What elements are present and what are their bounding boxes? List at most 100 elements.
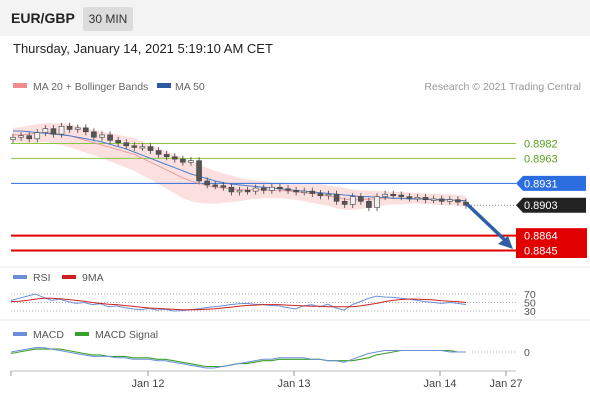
x-tick-label: Jan 27 (489, 378, 522, 390)
candle-body (34, 132, 41, 140)
candle-body (285, 188, 291, 191)
candle (301, 187, 308, 196)
candle (252, 184, 259, 195)
candle-body (398, 194, 405, 197)
level-value-0.8982: 0.8982 (524, 139, 558, 151)
candle (155, 147, 162, 158)
candle-body (414, 197, 421, 200)
rsi-ma-line (10, 297, 467, 311)
candle-body (277, 186, 283, 190)
rsi-legend-label: RSI (33, 272, 51, 284)
macd-line (10, 347, 466, 369)
candle (212, 181, 219, 190)
candle-body (131, 145, 138, 148)
candle-body (244, 190, 251, 193)
forecast-arrow-head (498, 236, 513, 249)
candle (123, 139, 130, 150)
candle (438, 195, 445, 205)
candle-body (26, 135, 32, 140)
x-tick-label: Jan 12 (131, 378, 164, 390)
candle (34, 129, 41, 143)
level-value-0.8903: 0.8903 (524, 200, 558, 212)
candle-body (82, 127, 89, 133)
rsi-line (10, 293, 467, 312)
forecast-arrow-shaft (466, 203, 510, 245)
candle (131, 142, 138, 151)
level-lines (11, 143, 516, 252)
candle (414, 193, 421, 202)
candle-body (317, 193, 324, 197)
candle (422, 193, 429, 204)
candle (447, 196, 453, 205)
candle (260, 184, 267, 194)
rsi-legend: RSI 9MA (13, 272, 104, 284)
candle (293, 186, 299, 196)
level-label-0.8931: 0.8931 (516, 175, 586, 191)
timeframe-button[interactable]: 30 MIN (83, 7, 133, 31)
candle (398, 191, 405, 201)
candle-body (66, 126, 73, 130)
candle (204, 177, 210, 189)
datetime-label: Thursday, January 14, 2021 5:19:10 AM CE… (13, 41, 273, 56)
candle (309, 187, 316, 197)
candle-body (220, 185, 227, 188)
level-label-0.8982: 0.8982 (524, 139, 558, 151)
candle (333, 190, 340, 205)
rsi-level-label-70: 70 (524, 289, 536, 301)
candle (236, 186, 243, 196)
candle (99, 131, 105, 141)
candle-body (115, 140, 121, 144)
level-value-0.8864: 0.8864 (524, 231, 558, 243)
candle (42, 125, 49, 137)
candle-body (18, 135, 24, 138)
rsi-level-label-50: 50 (524, 298, 536, 310)
ma50-line (13, 130, 466, 201)
candle (285, 185, 291, 194)
candle (269, 183, 275, 194)
candle-body (374, 196, 380, 208)
candle (91, 128, 97, 141)
rsi-level-label-30: 30 (524, 306, 536, 318)
level-tag-0.8845 (516, 243, 587, 258)
candle (220, 182, 227, 191)
rsi-ma-legend-swatch (62, 275, 76, 279)
candle (188, 157, 194, 166)
candle-body (204, 180, 210, 186)
candle-body (301, 190, 308, 193)
candle-body (406, 196, 413, 199)
level-tag-0.8931 (516, 175, 586, 191)
candle-body (123, 142, 130, 147)
candle-body (455, 199, 461, 203)
bollinger-bands (13, 123, 466, 210)
candle-body (107, 134, 113, 141)
macd-legend: MACD MACD Signal (13, 329, 158, 341)
macd-legend-label: MACD (33, 329, 64, 341)
candle-body (422, 197, 429, 201)
candle-body (10, 136, 16, 140)
candle-body (269, 186, 275, 191)
candle (82, 124, 89, 136)
macd-signal-legend-label: MACD Signal (95, 329, 158, 341)
candle (147, 143, 154, 155)
candle (228, 183, 235, 196)
candle-body (196, 160, 202, 182)
macd-zero-label: 0 (524, 347, 530, 359)
candle (349, 193, 356, 208)
candle-body (171, 156, 178, 160)
chart-header: EUR/GBP 30 MIN (0, 0, 590, 36)
candle (74, 124, 81, 133)
ma50-legend-swatch (157, 83, 171, 88)
bollinger-band-area (13, 123, 466, 210)
candle-body (228, 186, 235, 193)
candle (325, 190, 332, 200)
macd-legend-swatch (13, 332, 27, 336)
candle-body (349, 196, 356, 205)
candle-body (325, 193, 332, 197)
candle (10, 133, 16, 144)
candle (26, 132, 32, 143)
candle-body (309, 190, 316, 194)
level-label-0.8963: 0.8963 (524, 153, 558, 165)
candle-body (358, 196, 364, 202)
